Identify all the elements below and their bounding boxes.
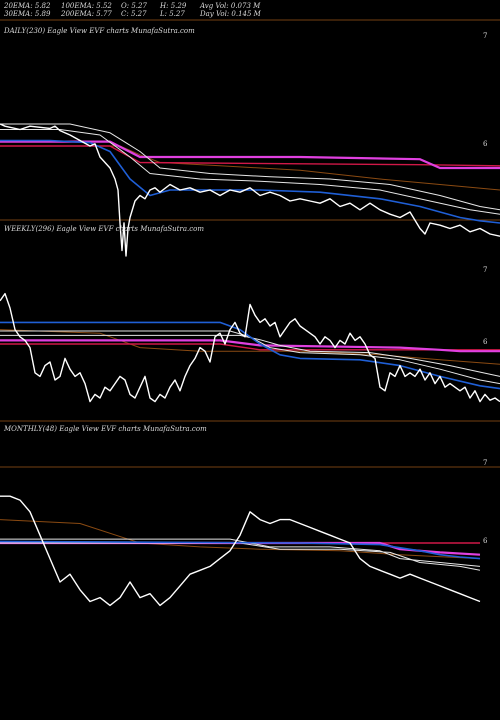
header-ema200: 200EMA: 5.77 xyxy=(61,10,112,18)
panel-0-series-1-ema-blue xyxy=(0,139,500,224)
panel-2-series-3-ema-white xyxy=(0,542,481,571)
panel-2-series-0-price xyxy=(0,495,481,607)
panel-0-ytick-1: 6 xyxy=(483,140,488,148)
panel-0-title: DAILY(230) Eagle View EVF charts MunafaS… xyxy=(3,27,195,35)
panel-1-title: WEEKLY(296) Eagle View EVF charts Munafa… xyxy=(4,225,204,233)
panel-0-ytick-0: 7 xyxy=(483,32,487,40)
panel-1-ytick-1: 6 xyxy=(483,338,488,346)
panel-0-series-0-price xyxy=(0,123,500,257)
panel-1-series-5-ema-magenta xyxy=(0,339,500,353)
header-ema20: 20EMA: 5.82 xyxy=(4,2,51,10)
header-avg-vol: Avg Vol: 0.073 M xyxy=(200,2,261,10)
panel-1-series-0-price xyxy=(0,292,500,403)
header-high: H: 5.29 xyxy=(160,2,187,10)
panel-2-series-4-ema-brown xyxy=(0,519,481,560)
panel-2-ytick-0: 7 xyxy=(483,459,487,467)
panel-0-series-5-ema-magenta xyxy=(0,140,500,170)
panel-2-title: MONTHLY(48) Eagle View EVF charts Munafa… xyxy=(3,425,207,433)
panel-1-ytick-0: 7 xyxy=(483,266,487,274)
panel-0-series-3-ema-white xyxy=(0,123,500,211)
panel-1-series-4-ema-brown xyxy=(0,329,500,365)
indicator-header: 20EMA: 5.82 100EMA: 5.52 O: 5.27 H: 5.29… xyxy=(0,0,500,20)
header-open: O: 5.27 xyxy=(121,2,147,10)
panel-2-ytick-1: 6 xyxy=(483,537,488,545)
panel-2-series-1-ema-blue xyxy=(0,540,481,560)
header-day-vol: Day Vol: 0.145 M xyxy=(200,10,261,18)
panel-0-series-2-ema-white xyxy=(0,129,500,215)
header-ema30: 30EMA: 5.89 xyxy=(4,10,51,18)
panel-0-series-6-ema-red xyxy=(0,145,500,167)
panel-0-series-4-ema-brown xyxy=(0,145,500,191)
header-close: C: 5.27 xyxy=(121,10,147,18)
panel-1-series-1-ema-blue xyxy=(0,321,500,390)
header-ema100: 100EMA: 5.52 xyxy=(61,2,112,10)
header-low: L: 5.27 xyxy=(160,10,185,18)
panel-1-series-3-ema-white xyxy=(0,334,500,377)
